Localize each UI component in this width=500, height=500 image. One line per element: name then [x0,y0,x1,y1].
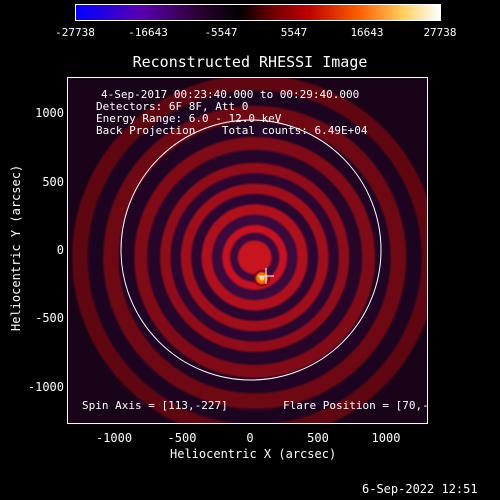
solar-limb-circle [120,119,382,381]
colorbar-tick: -5547 [204,26,238,39]
image-overlay [120,119,382,381]
x-tick: 0 [246,431,254,445]
colorbar-tick: 16643 [350,26,384,39]
flare-position: Flare Position = [70,-349] [283,399,427,412]
x-tick: 500 [307,431,329,445]
info-energy: Energy Range: 6.0 - 12.0 keV [96,112,282,125]
plot-title: Reconstructed RHESSI Image [132,53,368,71]
y-tick: 500 [42,175,64,189]
y-tick: -500 [35,311,64,325]
y-tick: -1000 [27,380,64,394]
x-tick: 1000 [371,431,401,445]
rhessi-image: 4-Sep-2017 00:23:40.000 to 00:29:40.000 … [67,77,428,424]
info-method: Back Projection Total counts: 6.49E+04 [96,124,368,137]
y-tick: 0 [56,243,64,257]
timestamp: 6-Sep-2022 12:51 [362,482,478,496]
colorbar-tick: 5547 [280,26,308,39]
x-axis-label: Heliocentric X (arcsec) [170,447,337,461]
info-detectors: Detectors: 6F 8F, Att 0 [96,100,249,113]
colorbar-tick: 27738 [423,26,457,39]
colorbar-tick: -16643 [128,26,168,39]
info-time: 4-Sep-2017 00:23:40.000 to 00:29:40.000 [101,88,360,101]
x-tick: -500 [167,431,197,445]
spin-axis: Spin Axis = [113,-227] [82,399,228,412]
colorbar-tick: -27738 [55,26,95,39]
x-tick: -1000 [95,431,133,445]
y-axis-label: Heliocentric Y (arcsec) [9,164,23,331]
y-tick: 1000 [35,106,64,120]
colorbar [75,4,441,21]
